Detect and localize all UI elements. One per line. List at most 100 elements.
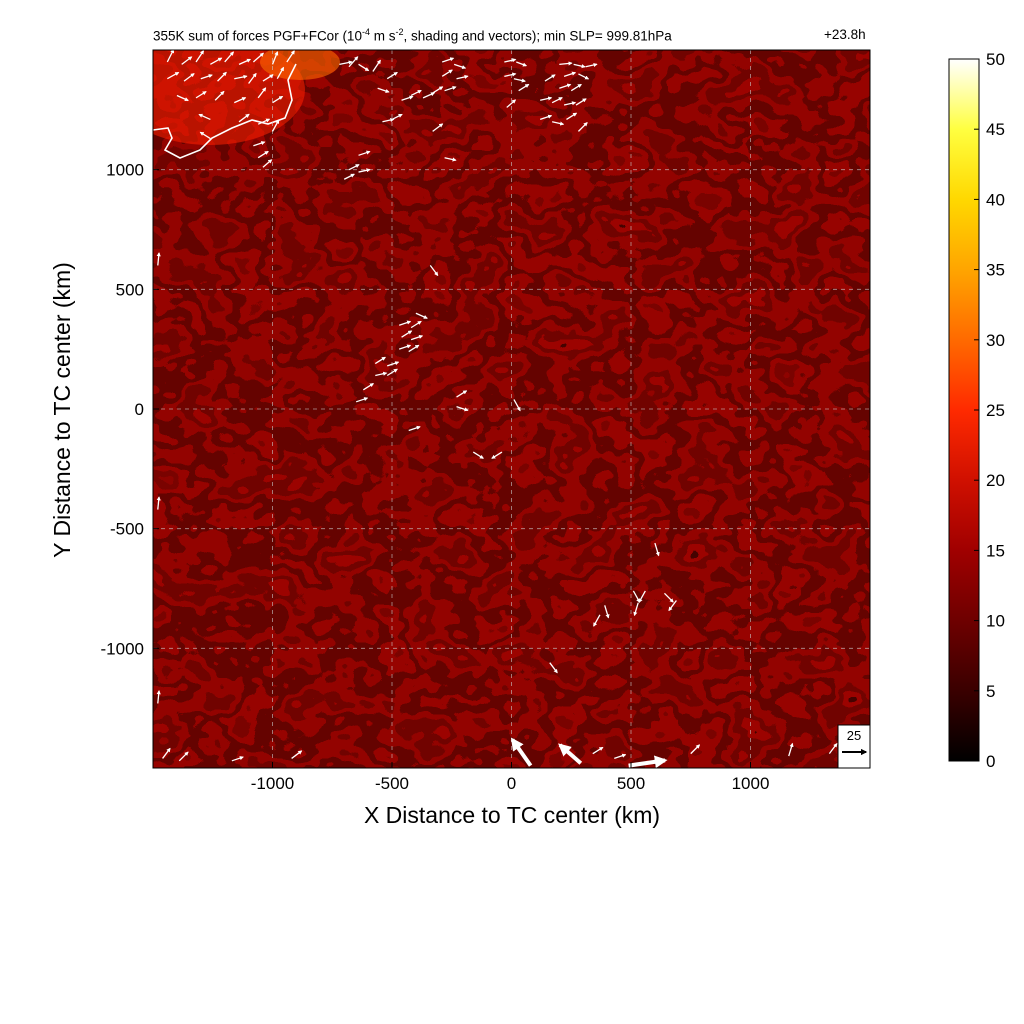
force-vector (441, 57, 455, 63)
force-vector (408, 425, 421, 432)
heatmap-field (153, 50, 870, 768)
colorbar-tick-label: 40 (986, 190, 1005, 209)
coastline (153, 63, 297, 159)
force-vector (181, 56, 193, 65)
force-vector (632, 590, 641, 603)
force-vector (358, 168, 371, 173)
colorbar-tick-label: 35 (986, 261, 1005, 280)
force-vector (401, 330, 413, 338)
force-vector (578, 73, 590, 80)
colorbar-tick-label: 25 (986, 401, 1005, 420)
force-vector (382, 117, 395, 123)
force-vector (257, 150, 269, 159)
y-tick-label: -500 (110, 520, 144, 539)
force-vector (422, 92, 436, 99)
force-vector (453, 63, 467, 70)
x-tick-label: 500 (617, 774, 645, 793)
force-vector (253, 141, 266, 147)
force-vector (348, 164, 360, 171)
y-axis-label: Y Distance to TC center (km) (49, 262, 75, 558)
force-vector (513, 78, 526, 83)
force-vector (491, 451, 503, 459)
force-vector (231, 756, 244, 762)
force-vector (668, 600, 677, 612)
x-axis-label: X Distance to TC center (km) (364, 802, 660, 828)
force-vector (276, 66, 285, 80)
force-vector (195, 50, 205, 63)
chart-title: 355K sum of forces PGF+FCor (10-4 m s-2,… (153, 27, 672, 44)
force-vector (224, 51, 234, 63)
force-vector (585, 62, 598, 68)
force-vector (262, 74, 274, 82)
force-vector (444, 157, 457, 162)
force-vector (504, 72, 517, 77)
force-vector (178, 751, 189, 762)
force-vector (355, 397, 369, 403)
force-vector (559, 83, 572, 89)
force-vector (156, 496, 161, 510)
force-vector (410, 320, 422, 329)
force-vector (401, 95, 414, 101)
force-vector (504, 58, 517, 63)
force-vector (432, 123, 444, 132)
colorbar-tick-label: 0 (986, 752, 995, 771)
colorbar-tick-label: 45 (986, 120, 1005, 139)
force-vector (604, 605, 610, 619)
force-vector (166, 50, 175, 63)
force-vector (664, 592, 674, 603)
force-vector (343, 173, 355, 180)
force-vector-large (558, 743, 583, 765)
force-vector (374, 356, 386, 365)
x-tick-label: 0 (507, 774, 516, 793)
y-tick-label: 500 (116, 280, 144, 299)
forecast-time: +23.8h (824, 27, 866, 42)
force-vector (176, 94, 189, 102)
colorbar-tick-label: 10 (986, 612, 1005, 631)
force-vector (441, 69, 453, 77)
force-vector (544, 74, 556, 82)
force-vector (456, 390, 468, 398)
force-vector (248, 72, 257, 84)
reference-vector-box: 25 (837, 724, 871, 769)
y-tick-label: 0 (135, 400, 144, 419)
force-vector (593, 614, 601, 627)
force-vector (408, 344, 420, 353)
colorbar-tick-label: 20 (986, 471, 1005, 490)
force-vector (210, 57, 223, 65)
force-vector (563, 101, 577, 106)
force-vector (291, 750, 303, 759)
force-vector (162, 747, 171, 759)
force-vector (456, 74, 469, 80)
force-vector (156, 252, 161, 266)
force-vector (654, 542, 660, 557)
force-vector (183, 73, 195, 82)
force-vector (614, 753, 627, 760)
force-vector (551, 97, 563, 104)
force-vector (272, 95, 284, 104)
colorbar-tick-label: 15 (986, 541, 1005, 560)
force-vector (391, 113, 403, 120)
force-vector (429, 265, 439, 277)
force-vector (375, 371, 388, 377)
force-vector (516, 61, 528, 67)
force-vector (573, 63, 586, 69)
force-vector (271, 51, 279, 65)
force-vector (198, 113, 211, 121)
force-vector (238, 113, 250, 123)
force-vector (432, 86, 444, 94)
force-vector (539, 114, 553, 121)
force-vector (563, 71, 577, 77)
y-axis: 1000 500 0 -500 -1000 (101, 161, 159, 658)
force-vector (200, 74, 213, 80)
force-vector (195, 91, 207, 99)
high-force-patch-2 (260, 50, 340, 80)
force-vector (444, 86, 457, 92)
force-vector (199, 131, 211, 140)
force-vector (234, 74, 248, 80)
force-vector (398, 320, 412, 326)
force-vector (551, 121, 565, 126)
colorbar-tick-label: 5 (986, 682, 995, 701)
